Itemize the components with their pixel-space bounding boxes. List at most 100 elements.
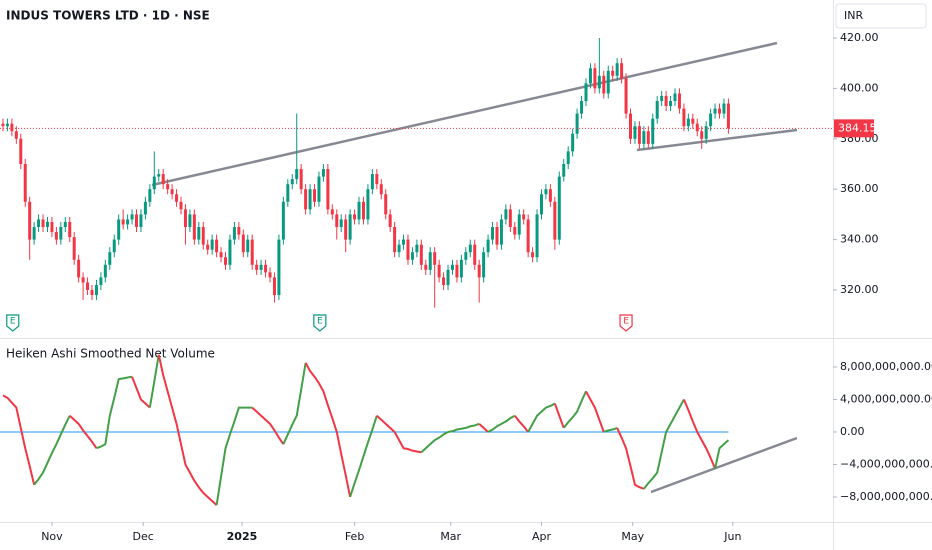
currency-box[interactable] <box>835 3 927 29</box>
candle-body <box>23 164 27 202</box>
candle-body <box>321 169 325 177</box>
candle-body <box>219 252 223 258</box>
candle-body <box>651 118 655 144</box>
indicator-line <box>562 390 587 429</box>
candle-body <box>170 189 174 195</box>
candle-body <box>664 95 668 107</box>
candle-body <box>522 214 526 220</box>
candle-body <box>571 133 575 152</box>
candle-body <box>370 174 374 190</box>
candle-body <box>313 189 317 202</box>
candle-body <box>134 214 138 228</box>
candle-body <box>54 232 58 240</box>
x-tick-label: Nov <box>41 530 63 543</box>
candle-body <box>611 70 615 76</box>
trendline[interactable] <box>151 41 778 187</box>
last-price-label: 384.15 <box>838 121 877 134</box>
candle-body <box>709 113 713 127</box>
candle-body <box>237 227 241 235</box>
indicator-line <box>616 427 645 490</box>
candle-body <box>63 221 67 228</box>
candle-body <box>179 201 183 210</box>
candle-body <box>531 252 535 258</box>
candle-body <box>250 239 254 265</box>
candle-body <box>637 126 641 144</box>
candle-body <box>677 93 681 109</box>
indicator-line <box>282 362 307 445</box>
candle-body <box>161 174 165 185</box>
candle-body <box>1 123 5 127</box>
indicator-line <box>215 406 253 506</box>
candle-body <box>553 201 557 240</box>
candle-body <box>326 169 330 210</box>
candle-body <box>402 239 406 245</box>
trendline[interactable] <box>650 436 798 494</box>
candle-body <box>442 277 446 285</box>
candle-body <box>77 259 81 278</box>
candle-body <box>388 214 392 228</box>
indicator-line <box>376 414 422 454</box>
candle-body <box>103 264 107 278</box>
candle-body <box>99 277 103 285</box>
candle-body <box>624 78 628 114</box>
candle-body <box>19 138 23 165</box>
candle-body <box>121 219 125 225</box>
indicator-line <box>157 354 218 506</box>
candle-body <box>504 209 508 220</box>
candle-body <box>620 63 624 79</box>
candle-body <box>72 237 76 260</box>
candle-body <box>50 221 54 233</box>
candle-body <box>215 239 219 253</box>
indicator-line <box>304 362 352 498</box>
candle-body <box>508 209 512 228</box>
candle-body <box>272 277 276 296</box>
candle-body <box>393 227 397 253</box>
candle-body <box>718 108 722 114</box>
candle-body <box>139 214 143 228</box>
candle-body <box>224 257 228 265</box>
candle-body <box>482 252 486 278</box>
indicator-line <box>33 415 71 486</box>
candle-body <box>602 75 606 94</box>
candle-body <box>299 169 303 190</box>
candle-body <box>597 75 601 89</box>
candle-body <box>81 277 85 283</box>
indicator-line <box>251 406 285 445</box>
candle-body <box>459 259 463 278</box>
candle-body <box>397 244 401 253</box>
y-tick-label: −8,000,000,000.00 <box>840 490 932 503</box>
candle-body <box>633 126 637 139</box>
candle-body <box>68 221 72 238</box>
candle-body <box>513 227 517 235</box>
candle-body <box>584 83 588 102</box>
indicator-line <box>682 399 716 469</box>
x-tick-label: Jun <box>723 530 741 543</box>
indicator-line <box>585 390 605 433</box>
x-tick-label: Mar <box>440 530 461 543</box>
candle-body <box>375 174 379 185</box>
candle-body <box>468 244 472 253</box>
candle-body <box>348 214 352 240</box>
last-price-box <box>834 119 874 138</box>
indicator-title: Heiken Ashi Smoothed Net Volume <box>6 347 215 361</box>
candle-body <box>526 219 530 253</box>
candle-body <box>379 184 383 195</box>
indicator-line <box>349 415 378 498</box>
earnings-label: E <box>10 317 16 327</box>
candle-body <box>339 219 343 228</box>
indicator-line <box>553 403 565 429</box>
candle-body <box>557 176 561 240</box>
candle-body <box>41 219 45 228</box>
candle-body <box>704 126 708 139</box>
candle-body <box>28 201 32 240</box>
candle-body <box>290 179 294 185</box>
candle-body <box>5 123 9 127</box>
candle-body <box>112 239 116 253</box>
candle-body <box>59 227 63 240</box>
indicator-line <box>603 426 618 433</box>
candle-body <box>94 284 98 296</box>
x-tick-label: May <box>621 530 644 543</box>
candle-body <box>344 219 348 240</box>
trendline[interactable] <box>636 128 798 152</box>
candle-body <box>629 113 633 139</box>
